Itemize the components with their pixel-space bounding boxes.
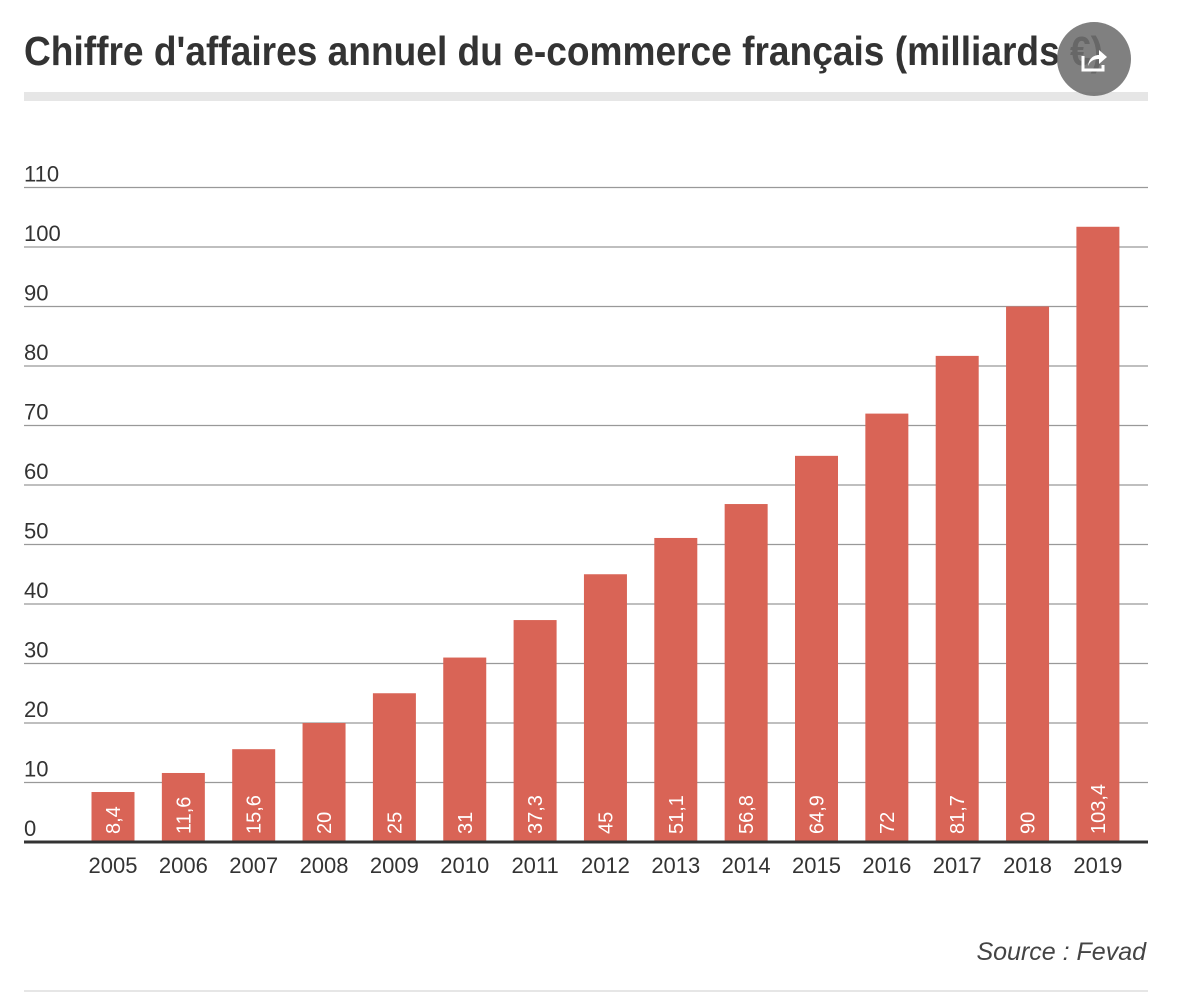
bar — [232, 749, 276, 842]
bar-value-label: 8,4 — [103, 806, 125, 834]
y-tick-label: 30 — [24, 638, 48, 663]
x-tick-label: 2008 — [300, 853, 349, 878]
bar — [91, 792, 135, 842]
bar — [443, 657, 487, 842]
x-tick-label: 2017 — [933, 853, 982, 878]
x-tick-label: 2007 — [229, 853, 278, 878]
bar-value-label: 25 — [384, 812, 406, 834]
share-icon — [1081, 50, 1107, 72]
bar-value-label: 103,4 — [1088, 784, 1110, 834]
x-tick-label: 2016 — [862, 853, 911, 878]
chart-title: Chiffre d'affaires annuel du e-commerce … — [24, 28, 1104, 74]
bar-value-label: 56,8 — [736, 795, 758, 834]
y-tick-label: 80 — [24, 340, 48, 365]
y-tick-label: 100 — [24, 221, 61, 246]
bar-value-label: 51,1 — [666, 795, 688, 834]
x-tick-label: 2015 — [792, 853, 841, 878]
y-tick-label: 40 — [24, 578, 48, 603]
x-tick-label: 2013 — [651, 853, 700, 878]
y-tick-label: 10 — [24, 757, 48, 782]
chart-source: Source : Fevad — [976, 938, 1146, 966]
y-tick-label: 110 — [24, 162, 59, 187]
x-tick-label: 2010 — [440, 853, 489, 878]
bar — [302, 723, 346, 842]
bar — [372, 693, 416, 842]
x-tick-label: 2014 — [722, 853, 771, 878]
bar-value-label: 45 — [595, 812, 617, 834]
y-tick-label: 0 — [24, 816, 36, 841]
bar-value-label: 72 — [877, 812, 899, 834]
bar-value-label: 20 — [314, 812, 336, 834]
bottom-divider — [24, 990, 1148, 992]
bar-value-label: 90 — [1018, 812, 1040, 834]
bar-value-label: 81,7 — [947, 795, 969, 834]
bar — [865, 413, 909, 842]
bar — [583, 574, 627, 842]
bar-value-label: 11,6 — [173, 797, 195, 834]
y-tick-label: 20 — [24, 697, 48, 722]
y-tick-label: 60 — [24, 459, 48, 484]
bar — [654, 537, 698, 842]
x-tick-label: 2006 — [159, 853, 208, 878]
bar — [935, 355, 979, 842]
bar-value-label: 31 — [455, 812, 477, 834]
bar — [1006, 306, 1050, 842]
y-tick-label: 90 — [24, 281, 48, 306]
x-tick-label: 2018 — [1003, 853, 1052, 878]
bar-value-label: 15,6 — [244, 795, 266, 834]
bar — [1076, 226, 1120, 842]
x-tick-label: 2019 — [1073, 853, 1122, 878]
bar — [161, 772, 205, 842]
x-tick-label: 2005 — [89, 853, 138, 878]
bar-value-label: 64,9 — [807, 795, 829, 834]
share-button[interactable] — [1057, 22, 1131, 96]
bar — [724, 504, 768, 842]
bar — [795, 455, 838, 842]
y-tick-label: 70 — [24, 400, 48, 425]
bar-value-label: 37,3 — [525, 795, 547, 834]
bar — [513, 620, 557, 842]
x-tick-label: 2012 — [581, 853, 630, 878]
title-divider — [24, 92, 1148, 101]
y-tick-label: 50 — [24, 519, 48, 544]
x-tick-label: 2011 — [511, 853, 558, 878]
x-tick-label: 2009 — [370, 853, 419, 878]
